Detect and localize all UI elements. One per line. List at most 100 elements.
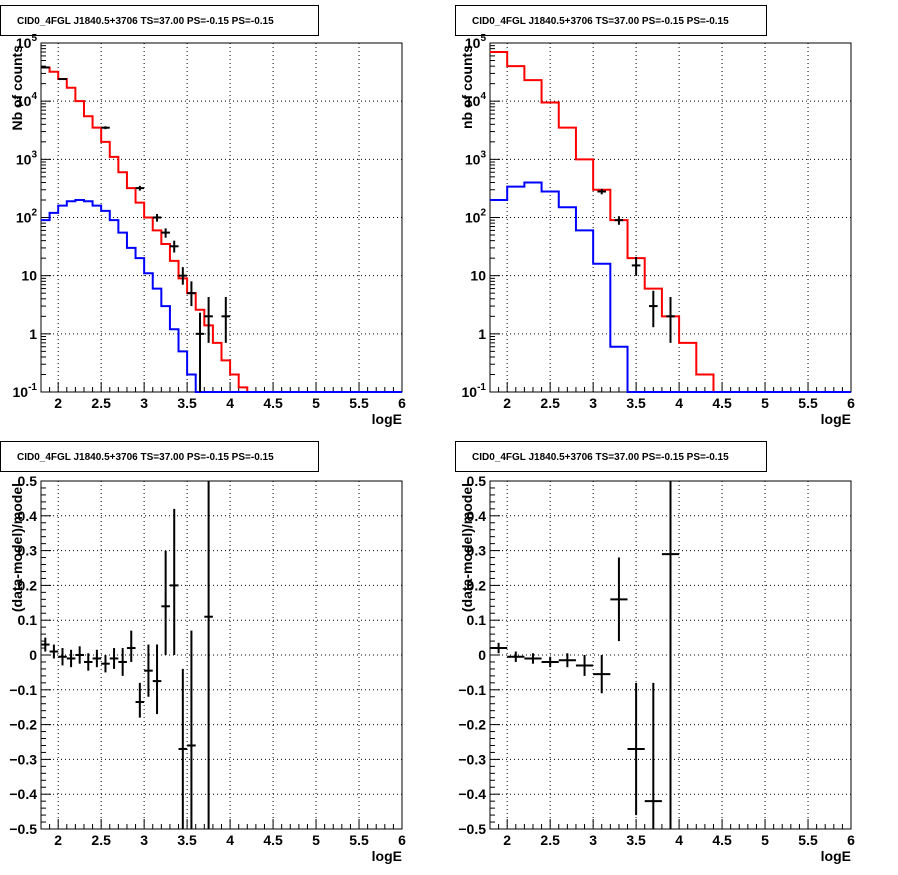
x-tick-label: 6 xyxy=(847,832,855,848)
y-tick-label: 0.5 xyxy=(467,473,487,489)
y-axis-title: (data-model)/model xyxy=(459,483,475,612)
y-tick-label: 0.3 xyxy=(18,543,38,559)
x-tick-label: 2 xyxy=(54,395,62,411)
data-point xyxy=(118,648,127,676)
data-point xyxy=(83,653,93,671)
y-tick-label: −0.4 xyxy=(458,786,486,802)
panel-counts-right: CID0_4FGL J1840.5+3706 TS=37.00 PS=-0.15… xyxy=(455,5,855,427)
data-point xyxy=(41,637,50,652)
data-point xyxy=(144,644,153,697)
histogram-series-0 xyxy=(41,66,402,393)
x-tick-label: 4.5 xyxy=(263,395,283,411)
data-point xyxy=(597,188,607,195)
data-point xyxy=(644,682,662,829)
data-point xyxy=(178,267,188,285)
y-tick-label: 0.3 xyxy=(467,543,487,559)
data-point xyxy=(58,648,67,666)
y-tick-label: −0.2 xyxy=(458,717,486,733)
y-tick-label: 10 xyxy=(21,268,37,284)
x-tick-label: 3.5 xyxy=(177,832,197,848)
data-point xyxy=(161,228,170,238)
y-axis-title: Nb of counts xyxy=(9,45,25,131)
y-tick-label: 0.1 xyxy=(18,612,38,628)
y-tick-label: 102 xyxy=(465,208,487,226)
y-tick-label: 0 xyxy=(29,647,37,663)
y-tick-label: 102 xyxy=(16,208,38,226)
chart-title: CID0_4FGL J1840.5+3706 TS=37.00 PS=-0.15… xyxy=(472,16,729,27)
y-tick-label: 10-1 xyxy=(13,382,38,400)
x-tick-label: 3 xyxy=(589,395,597,411)
y-tick-label: 0.4 xyxy=(467,508,487,524)
x-tick-label: 6 xyxy=(398,395,406,411)
data-point xyxy=(49,644,59,659)
data-point xyxy=(187,281,196,307)
x-tick-label: 3.5 xyxy=(626,395,646,411)
x-tick-label: 5 xyxy=(312,395,320,411)
data-point xyxy=(58,78,67,81)
data-point xyxy=(178,668,188,829)
y-tick-label: 1 xyxy=(478,326,486,342)
y-tick-label: 103 xyxy=(465,149,487,167)
data-point xyxy=(152,644,162,715)
data-point xyxy=(649,290,658,328)
panel-residual-right: CID0_4FGL J1840.5+3706 TS=37.00 PS=-0.15… xyxy=(455,441,855,864)
data-point xyxy=(101,126,110,130)
x-tick-label: 4 xyxy=(226,395,234,411)
y-tick-label: −0.3 xyxy=(9,751,37,767)
y-tick-label: 103 xyxy=(16,149,38,167)
data-point xyxy=(627,682,645,816)
chart-title: CID0_4FGL J1840.5+3706 TS=37.00 PS=-0.15… xyxy=(472,452,729,463)
title-box xyxy=(455,5,767,36)
y-tick-label: −0.1 xyxy=(458,682,486,698)
data-point xyxy=(507,651,525,662)
data-point xyxy=(101,655,110,673)
data-point xyxy=(221,296,231,343)
x-tick-label: 5.5 xyxy=(349,395,369,411)
title-box xyxy=(0,441,319,472)
x-axis-title: logE xyxy=(821,848,851,864)
x-tick-label: 5 xyxy=(761,832,769,848)
data-point xyxy=(490,642,508,654)
y-tick-label: 0.4 xyxy=(18,508,38,524)
data-point xyxy=(109,648,119,669)
y-tick-label: 10-1 xyxy=(462,382,487,400)
x-tick-label: 2.5 xyxy=(91,395,111,411)
data-point xyxy=(575,655,594,676)
x-tick-label: 6 xyxy=(847,395,855,411)
histogram-series-1 xyxy=(41,198,402,393)
y-axis-title: nb of counts xyxy=(459,45,475,129)
x-tick-label: 3 xyxy=(140,832,148,848)
data-point xyxy=(41,66,50,69)
y-tick-label: 10 xyxy=(470,268,486,284)
x-axis-title: logE xyxy=(372,848,402,864)
chart-title: CID0_4FGL J1840.5+3706 TS=37.00 PS=-0.15… xyxy=(17,452,274,463)
x-tick-label: 2 xyxy=(503,832,511,848)
x-tick-label: 4 xyxy=(675,395,683,411)
data-point xyxy=(75,646,84,664)
x-tick-label: 4 xyxy=(675,832,683,848)
x-tick-label: 4.5 xyxy=(712,832,732,848)
data-point xyxy=(135,682,145,718)
data-point xyxy=(126,630,136,662)
x-axis-title: logE xyxy=(372,411,402,427)
y-tick-label: 0.2 xyxy=(467,577,487,593)
data-point xyxy=(169,240,179,253)
y-tick-label: 0.2 xyxy=(18,577,38,593)
panel-residual-left: CID0_4FGL J1840.5+3706 TS=37.00 PS=-0.15… xyxy=(0,441,406,864)
histogram-series-1 xyxy=(490,181,851,393)
data-point xyxy=(204,481,213,829)
data-point xyxy=(593,655,611,694)
y-tick-label: −0.5 xyxy=(458,821,486,837)
y-tick-label: −0.4 xyxy=(9,786,37,802)
x-tick-label: 2 xyxy=(54,832,62,848)
y-tick-label: 1 xyxy=(29,326,37,342)
panel-counts-left: CID0_4FGL J1840.5+3706 TS=37.00 PS=-0.15… xyxy=(0,5,406,427)
y-tick-label: 0.5 xyxy=(18,473,38,489)
data-point xyxy=(152,213,162,222)
x-tick-label: 3.5 xyxy=(177,395,197,411)
y-tick-label: −0.3 xyxy=(458,751,486,767)
y-tick-label: 0.1 xyxy=(467,612,487,628)
data-point xyxy=(195,312,205,392)
x-tick-label: 4 xyxy=(226,832,234,848)
